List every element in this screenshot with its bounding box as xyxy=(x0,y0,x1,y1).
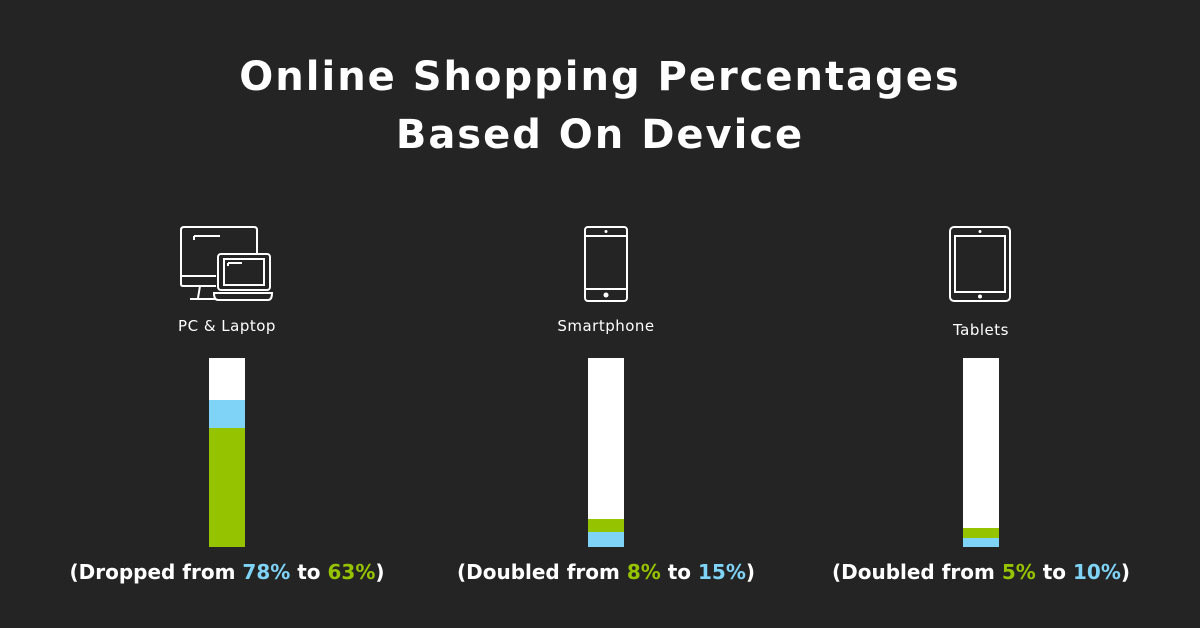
device-label-tablet: Tablets xyxy=(953,321,1009,339)
chart-title-line-2: Based On Device xyxy=(395,112,805,158)
caption-smartphone-to: 15% xyxy=(698,560,746,584)
bar-pc xyxy=(209,358,245,547)
caption-pc: (Dropped from 78% to 63%) xyxy=(27,560,427,584)
bar-pc-to xyxy=(209,427,245,547)
caption-pc-from: 78% xyxy=(242,560,291,584)
caption-pc-prefix: (Dropped from xyxy=(69,560,243,584)
device-column-pc: PC & Laptop (Dropped from 78% to 63%) xyxy=(27,0,427,628)
bar-tablet-to xyxy=(963,537,999,547)
bar-smartphone-from xyxy=(588,518,624,532)
caption-tablet: (Doubled from 5% to 10%) xyxy=(781,560,1181,584)
device-column-tablet: Tablets (Doubled from 5% to 10%) xyxy=(781,0,1181,628)
caption-tablet-from: 5% xyxy=(1001,560,1036,584)
chart-title: Online Shopping Percentages Based On Dev… xyxy=(0,48,1200,164)
caption-smartphone: (Doubled from 8% to 15%) xyxy=(406,560,806,584)
caption-smartphone-suffix: ) xyxy=(745,560,756,584)
bar-tablet xyxy=(963,358,999,547)
bar-tablet-from xyxy=(963,528,999,538)
caption-pc-mid: to xyxy=(290,560,328,584)
smartphone-icon xyxy=(584,226,628,302)
device-label-pc: PC & Laptop xyxy=(178,317,276,335)
bar-smartphone-to xyxy=(588,531,624,547)
caption-pc-suffix: ) xyxy=(375,560,385,584)
caption-tablet-mid: to xyxy=(1035,560,1074,584)
caption-smartphone-prefix: (Doubled from xyxy=(456,560,627,584)
bar-smartphone xyxy=(588,358,624,547)
desktop-laptop-icon xyxy=(180,226,274,301)
bar-pc-from xyxy=(209,399,245,428)
caption-pc-to: 63% xyxy=(327,560,376,584)
caption-smartphone-mid: to xyxy=(660,560,699,584)
chart-title-line-1: Online Shopping Percentages xyxy=(239,54,961,100)
caption-smartphone-from: 8% xyxy=(626,560,661,584)
caption-tablet-prefix: (Doubled from xyxy=(831,560,1002,584)
tablet-icon xyxy=(949,226,1011,302)
device-label-smartphone: Smartphone xyxy=(557,317,655,335)
caption-tablet-to: 10% xyxy=(1073,560,1121,584)
caption-tablet-suffix: ) xyxy=(1120,560,1131,584)
device-column-smartphone: Smartphone (Doubled from 8% to 15%) xyxy=(406,0,806,628)
